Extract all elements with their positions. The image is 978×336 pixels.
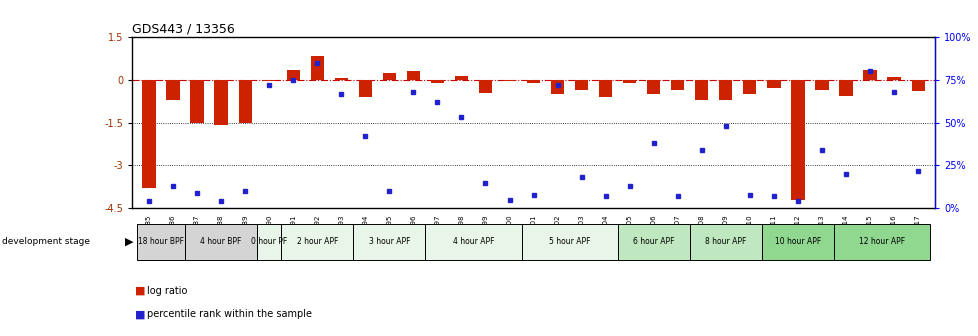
- Bar: [551, 80, 563, 94]
- Text: 0 hour PF: 0 hour PF: [250, 237, 287, 246]
- Bar: [478, 80, 492, 93]
- Bar: [358, 80, 372, 97]
- Text: 10 hour APF: 10 hour APF: [774, 237, 821, 246]
- Text: 5 hour APF: 5 hour APF: [549, 237, 590, 246]
- Text: 2 hour APF: 2 hour APF: [296, 237, 337, 246]
- Text: 4 hour APF: 4 hour APF: [452, 237, 494, 246]
- Bar: [646, 80, 660, 94]
- Text: 6 hour APF: 6 hour APF: [633, 237, 674, 246]
- Text: log ratio: log ratio: [147, 286, 187, 296]
- Text: development stage: development stage: [2, 238, 90, 246]
- Text: 12 hour APF: 12 hour APF: [858, 237, 905, 246]
- Bar: [166, 80, 179, 100]
- Text: ▶: ▶: [125, 237, 134, 247]
- Bar: [742, 80, 756, 94]
- Bar: [310, 55, 324, 80]
- Text: ■: ■: [135, 286, 146, 296]
- Bar: [790, 80, 804, 200]
- Bar: [239, 80, 251, 123]
- FancyBboxPatch shape: [761, 224, 833, 260]
- Bar: [214, 80, 228, 125]
- Text: 8 hour APF: 8 hour APF: [704, 237, 746, 246]
- Bar: [887, 77, 900, 80]
- FancyBboxPatch shape: [521, 224, 617, 260]
- Bar: [191, 80, 203, 123]
- Text: 3 hour APF: 3 hour APF: [368, 237, 410, 246]
- Bar: [287, 70, 299, 80]
- FancyBboxPatch shape: [425, 224, 521, 260]
- Bar: [815, 80, 827, 90]
- Bar: [406, 71, 420, 80]
- Text: 18 hour BPF: 18 hour BPF: [138, 237, 184, 246]
- FancyBboxPatch shape: [833, 224, 929, 260]
- Bar: [694, 80, 708, 100]
- FancyBboxPatch shape: [617, 224, 689, 260]
- Text: percentile rank within the sample: percentile rank within the sample: [147, 309, 312, 319]
- FancyBboxPatch shape: [185, 224, 257, 260]
- Bar: [719, 80, 732, 100]
- FancyBboxPatch shape: [257, 224, 281, 260]
- Bar: [838, 80, 852, 95]
- Text: ■: ■: [135, 309, 146, 319]
- Bar: [863, 70, 875, 80]
- Bar: [526, 80, 540, 83]
- Bar: [622, 80, 636, 83]
- Bar: [671, 80, 684, 90]
- Bar: [382, 73, 395, 80]
- Bar: [455, 76, 467, 80]
- Bar: [599, 80, 611, 97]
- Bar: [767, 80, 779, 88]
- Bar: [142, 80, 156, 188]
- Bar: [503, 80, 515, 81]
- Text: 4 hour BPF: 4 hour BPF: [200, 237, 242, 246]
- FancyBboxPatch shape: [689, 224, 761, 260]
- Bar: [430, 80, 444, 83]
- FancyBboxPatch shape: [137, 224, 185, 260]
- Bar: [911, 80, 924, 91]
- FancyBboxPatch shape: [281, 224, 353, 260]
- Bar: [334, 78, 347, 80]
- Text: GDS443 / 13356: GDS443 / 13356: [132, 23, 235, 36]
- Bar: [574, 80, 588, 90]
- FancyBboxPatch shape: [353, 224, 425, 260]
- Bar: [262, 80, 276, 81]
